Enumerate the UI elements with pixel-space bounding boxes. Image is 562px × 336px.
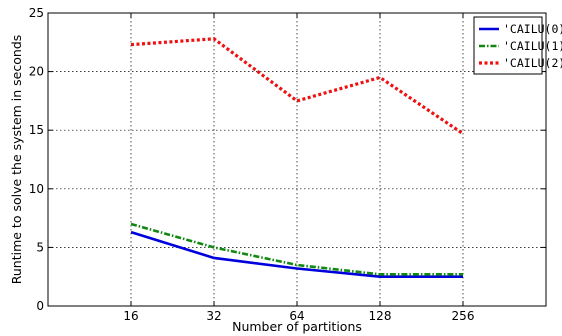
series-line-0	[130, 230, 463, 279]
series-line-2	[130, 37, 464, 136]
legend-label: 'CAILU(2)'	[503, 56, 562, 70]
grid	[48, 13, 546, 306]
y-tick-label: 25	[29, 6, 44, 20]
x-tick-label: 32	[206, 309, 221, 323]
y-tick-label: 5	[36, 240, 44, 254]
x-axis-label: Number of partitions	[232, 319, 362, 334]
y-tick-label: 10	[29, 182, 44, 196]
y-tick-label: 0	[36, 299, 44, 313]
series-lines	[130, 37, 464, 279]
x-tick-label: 128	[369, 309, 392, 323]
y-tick-label: 15	[29, 123, 44, 137]
legend: 'CAILU(0)' 'CAILU(1)' 'CAILU(2)'	[473, 16, 562, 75]
axis-ticks: 0 5 10 15 20 25 16 32 64 128 256	[29, 6, 546, 323]
x-tick-label: 256	[452, 309, 475, 323]
y-axis-label: Runtime to solve the system in seconds	[9, 35, 24, 285]
legend-label: 'CAILU(1)'	[503, 39, 562, 53]
x-tick-label: 16	[123, 309, 138, 323]
legend-label: 'CAILU(0)'	[503, 22, 562, 36]
x-tick-label: 64	[289, 309, 304, 323]
y-tick-label: 20	[29, 65, 44, 79]
